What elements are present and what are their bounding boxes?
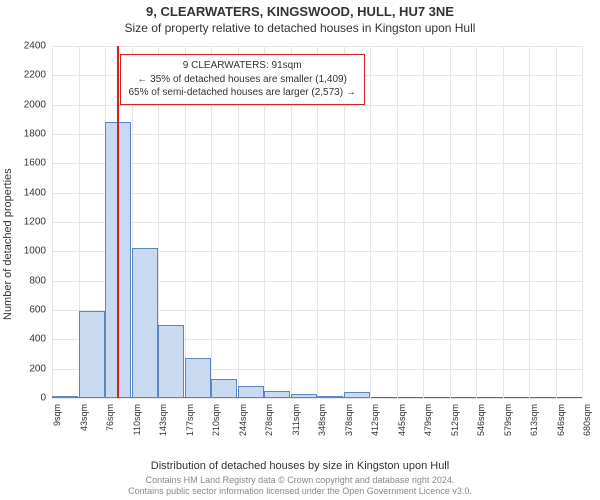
y-tick-label: 1800 (6, 129, 46, 140)
x-tick-label: 378sqm (344, 404, 354, 452)
chart-plot-area: 9 CLEARWATERS: 91sqm← 35% of detached ho… (52, 46, 582, 398)
x-tick-label: 143sqm (158, 404, 168, 452)
y-tick-label: 1600 (6, 158, 46, 169)
y-tick-label: 400 (6, 334, 46, 345)
x-tick-label: 348sqm (317, 404, 327, 452)
gridline (529, 46, 530, 398)
copyright-notice: Contains HM Land Registry data © Crown c… (0, 475, 600, 498)
x-tick-label: 579sqm (503, 404, 513, 452)
annotation-box: 9 CLEARWATERS: 91sqm← 35% of detached ho… (120, 54, 365, 105)
gridline (450, 46, 451, 398)
y-tick-label: 800 (6, 275, 46, 286)
y-tick-label: 1400 (6, 187, 46, 198)
x-tick-label: 412sqm (370, 404, 380, 452)
x-tick-label: 445sqm (397, 404, 407, 452)
gridline (52, 398, 582, 399)
y-tick-label: 1000 (6, 246, 46, 257)
chart-subtitle: Size of property relative to detached ho… (0, 19, 600, 35)
x-tick-label: 244sqm (238, 404, 248, 452)
y-tick-label: 600 (6, 305, 46, 316)
chart-title: 9, CLEARWATERS, KINGSWOOD, HULL, HU7 3NE (0, 0, 600, 19)
x-tick-label: 680sqm (582, 404, 592, 452)
histogram-bar (264, 391, 290, 398)
y-tick-label: 2000 (6, 99, 46, 110)
y-tick-label: 2400 (6, 41, 46, 52)
histogram-bar (158, 325, 184, 398)
histogram-bar (344, 392, 370, 398)
gridline (52, 46, 53, 398)
x-tick-label: 546sqm (476, 404, 486, 452)
x-tick-label: 210sqm (211, 404, 221, 452)
histogram-bar (52, 396, 78, 398)
x-tick-label: 479sqm (423, 404, 433, 452)
x-tick-label: 512sqm (450, 404, 460, 452)
x-tick-label: 613sqm (529, 404, 539, 452)
histogram-bar (185, 358, 211, 398)
gridline (582, 46, 583, 398)
histogram-bar (211, 379, 237, 398)
x-tick-label: 76sqm (105, 404, 115, 452)
x-tick-label: 43sqm (79, 404, 89, 452)
histogram-bar (132, 248, 158, 398)
x-tick-label: 177sqm (185, 404, 195, 452)
gridline (370, 46, 371, 398)
histogram-bar (291, 394, 317, 398)
x-tick-label: 110sqm (132, 404, 142, 452)
gridline (476, 46, 477, 398)
x-tick-label: 9sqm (52, 404, 62, 452)
gridline (556, 46, 557, 398)
y-tick-label: 0 (6, 393, 46, 404)
x-tick-label: 646sqm (556, 404, 566, 452)
x-tick-label: 278sqm (264, 404, 274, 452)
gridline (423, 46, 424, 398)
gridline (503, 46, 504, 398)
gridline (397, 46, 398, 398)
x-axis-label: Distribution of detached houses by size … (0, 460, 600, 472)
y-tick-label: 1200 (6, 217, 46, 228)
histogram-bar (238, 386, 264, 398)
histogram-bar (79, 311, 105, 398)
y-tick-label: 200 (6, 363, 46, 374)
histogram-bar (317, 396, 343, 398)
x-tick-label: 311sqm (291, 404, 301, 452)
y-tick-label: 2200 (6, 70, 46, 81)
